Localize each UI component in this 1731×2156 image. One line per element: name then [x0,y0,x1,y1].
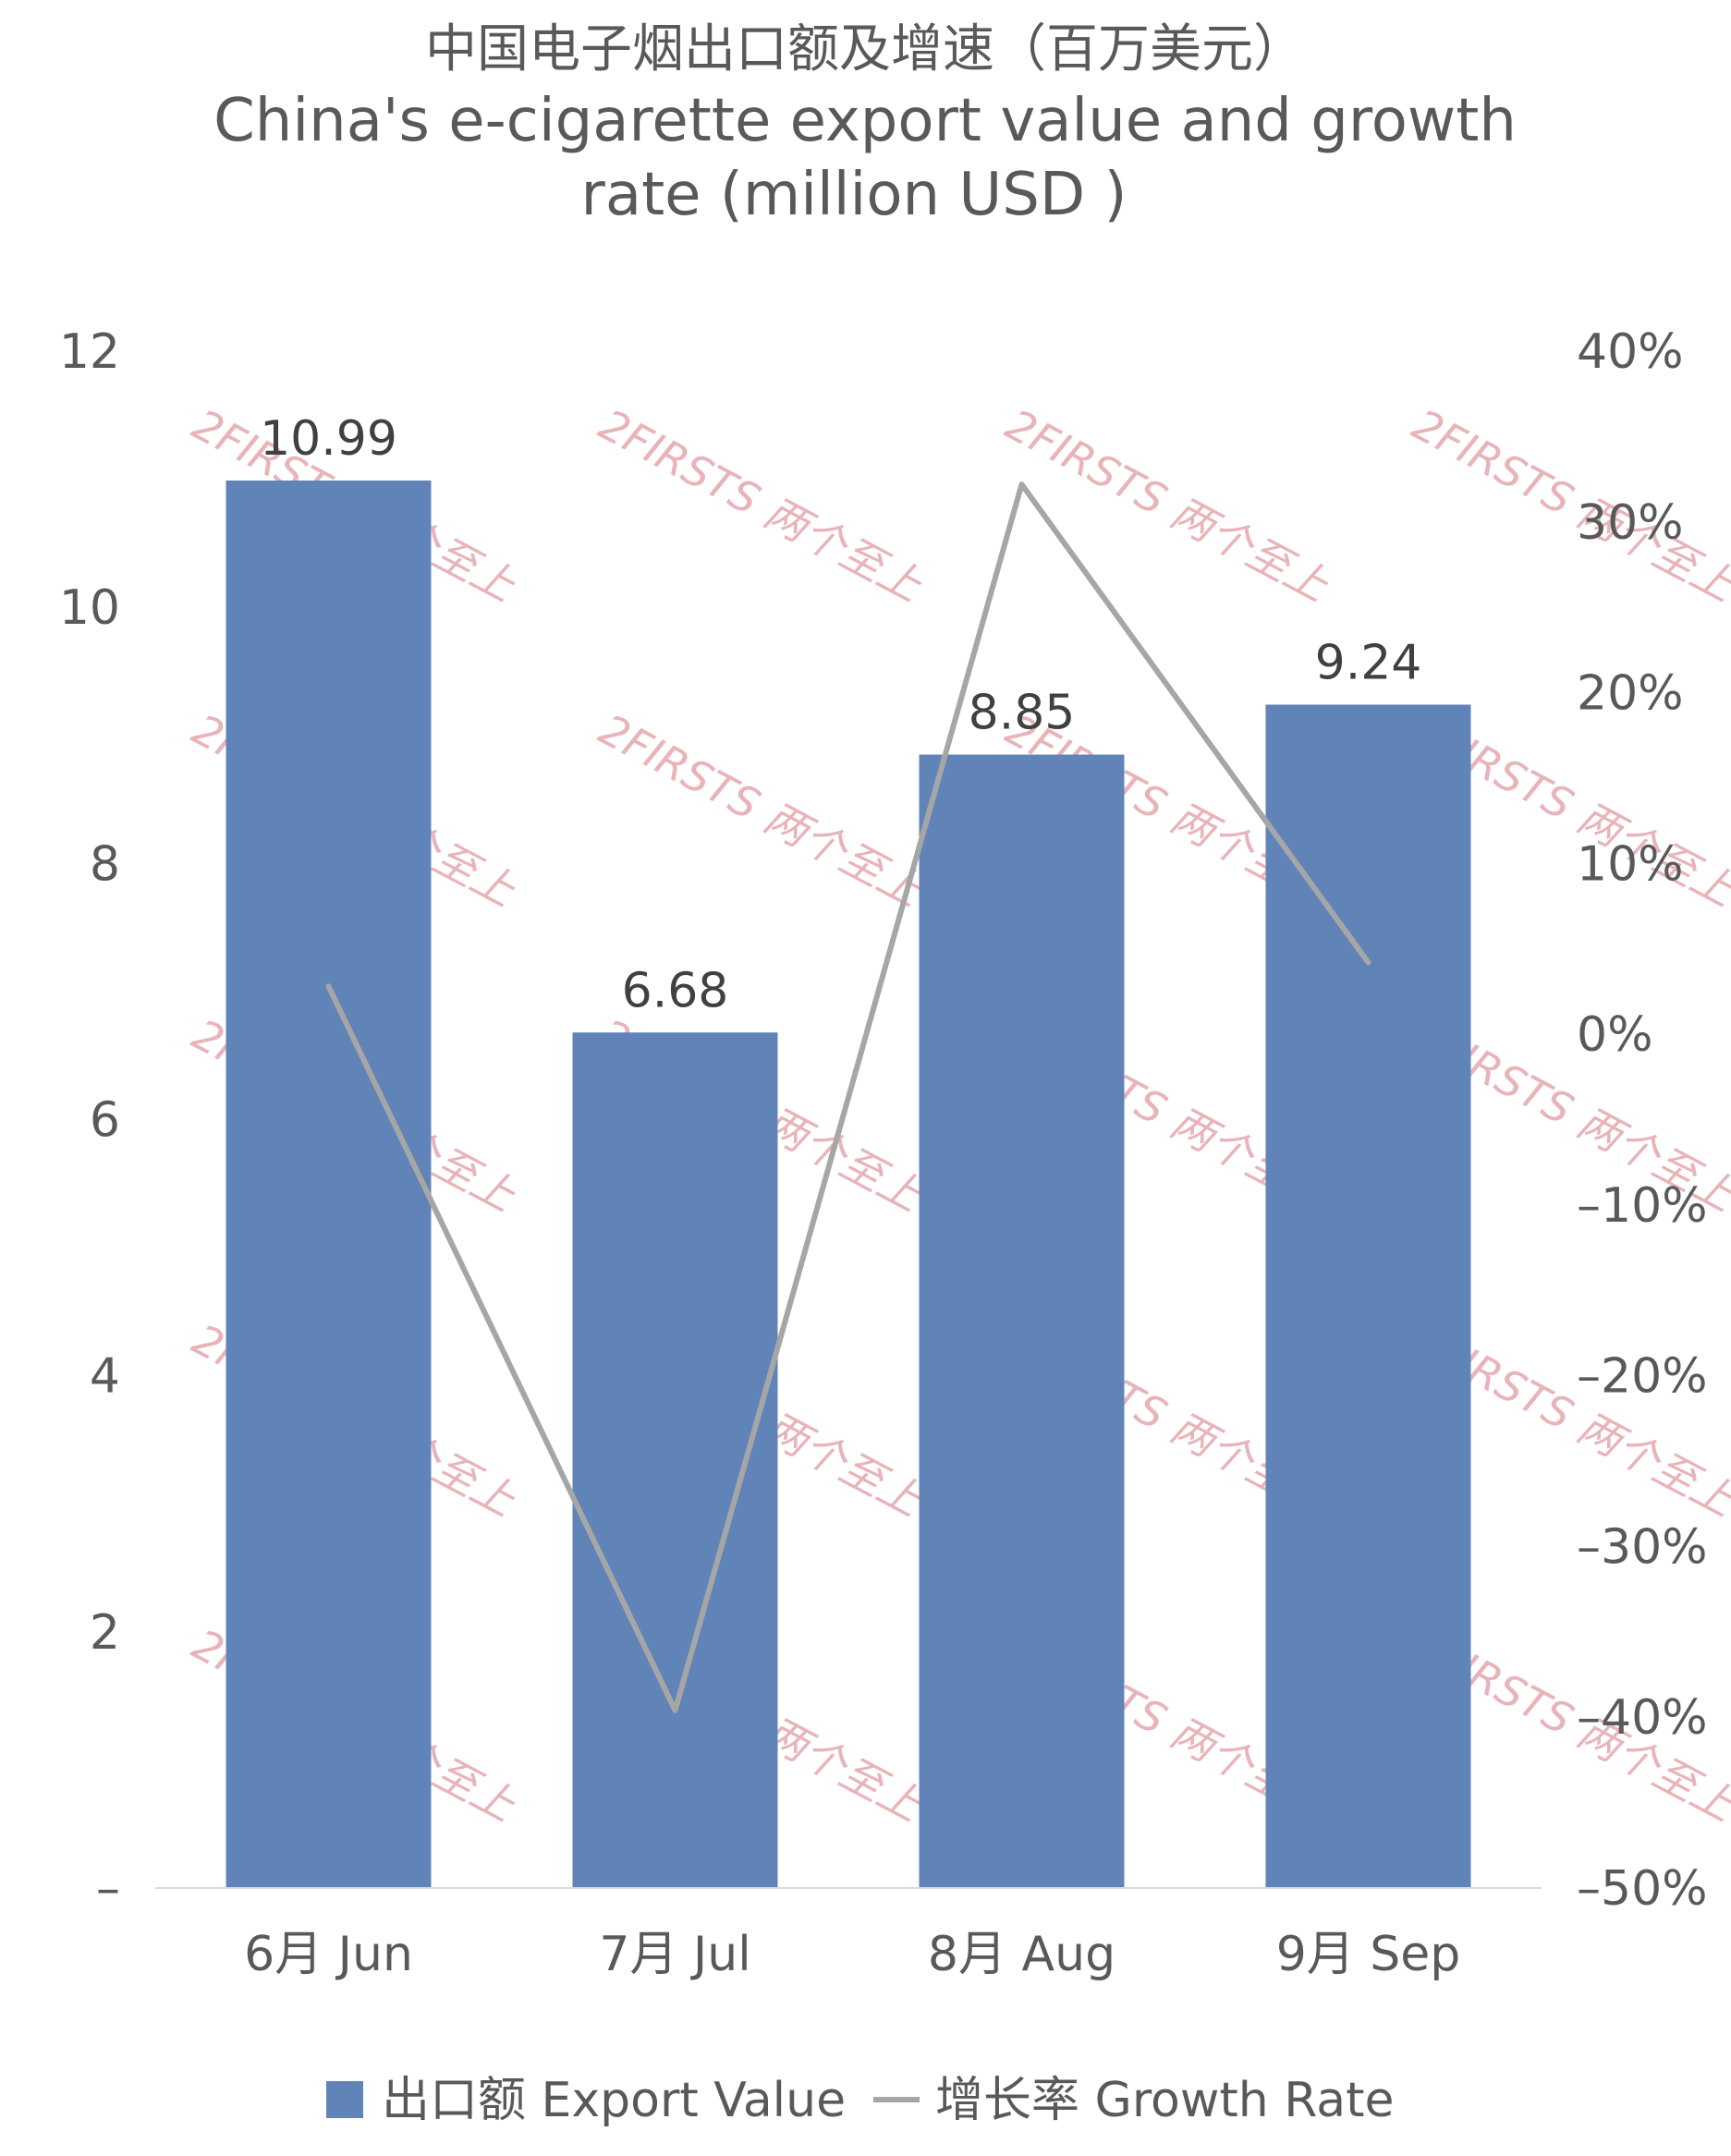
left-axis-tick-label: 10 [59,580,120,636]
bar-data-label: 10.99 [260,411,397,467]
category-label: 6月 Jun [244,1927,413,1982]
left-axis-tick-label: 4 [90,1349,120,1405]
category-label: 9月 Sep [1276,1927,1461,1982]
watermark-text: 2FIRSTS 两个至上 [591,704,931,917]
bar [919,754,1125,1888]
left-axis-tick-label: 2 [90,1605,120,1661]
right-axis-tick-label: –20% [1577,1349,1708,1405]
legend: 出口额 Export Value 增长率 Growth Rate [326,2073,1395,2128]
category-label: 7月 Jul [599,1927,750,1982]
bar-series [226,480,1471,1888]
right-axis-tick-label: 30% [1577,495,1684,551]
left-axis-tick-label: 6 [90,1093,120,1149]
left-axis: – 2 4 6 8 10 12 [59,324,120,1917]
legend-bar-label: 出口额 Export Value [382,2073,846,2128]
data-label-group: 10.99 6.68 8.85 9.24 [260,411,1421,1018]
left-axis-tick-label: – [96,1861,120,1917]
category-axis: 6月 Jun 7月 Jul 8月 Aug 9月 Sep [244,1927,1460,1982]
right-axis-tick-label: –50% [1577,1861,1708,1917]
legend-line-label: 增长率 Growth Rate [935,2073,1395,2128]
right-axis-tick-label: 0% [1577,1007,1653,1063]
right-axis-tick-label: 20% [1577,666,1684,722]
right-axis-tick-label: 40% [1577,324,1684,380]
watermark-text: 2FIRSTS 两个至上 [998,399,1337,612]
watermark-text: 2FIRSTS 两个至上 [591,399,931,612]
chart-title-en-2: rate (million USD ) [581,161,1128,229]
chart-title-cn: 中国电子烟出口额及增速（百万美元） [425,19,1305,79]
chart-title-en-1: China's e-cigarette export value and gro… [213,87,1517,155]
bar-data-label: 6.68 [622,963,729,1018]
bar [1265,704,1471,1888]
bar-data-label: 9.24 [1315,635,1422,690]
right-axis-tick-label: –30% [1577,1519,1708,1575]
category-label: 8月 Aug [928,1927,1115,1982]
growth-line-series [325,481,1371,1713]
right-axis-tick-label: 10% [1577,836,1684,892]
right-axis: 40% 30% 20% 10% 0% –10% –20% –30% –40% –50% [1577,324,1708,1917]
right-axis-tick-label: –40% [1577,1690,1708,1746]
bar [226,480,432,1888]
bar-data-label: 8.85 [969,686,1076,741]
left-axis-tick-label: 8 [90,836,120,892]
left-axis-tick-label: 12 [59,324,120,380]
growth-line [325,481,1371,1713]
right-axis-tick-label: –10% [1577,1178,1708,1234]
legend-bar-swatch [326,2081,363,2118]
